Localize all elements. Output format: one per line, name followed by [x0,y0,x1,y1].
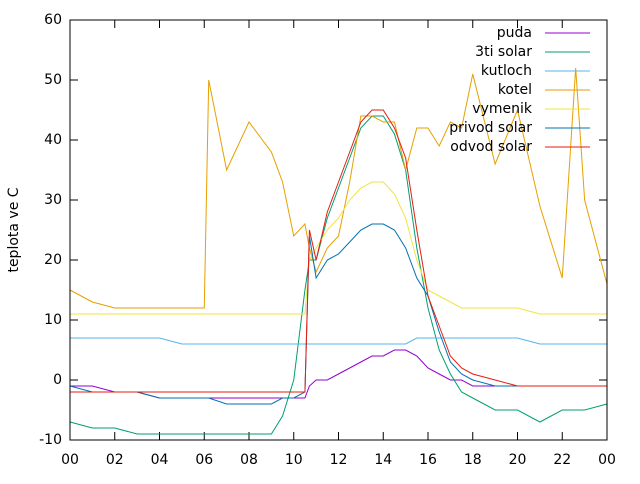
legend-label: privod solar [449,120,532,136]
x-tick-label: 16 [419,452,437,468]
y-tick-label: 50 [44,72,62,88]
x-tick-label: 12 [330,452,348,468]
series-line [70,109,607,393]
x-tick-label: 04 [151,452,169,468]
y-tick-label: 20 [44,252,62,268]
x-tick-label: 18 [464,452,482,468]
legend-label: vymenik [472,101,533,117]
x-tick-label: 00 [598,452,616,468]
y-tick-label: 10 [44,312,62,328]
legend-label: odvod solar [450,139,532,155]
y-tick-label: 40 [44,132,62,148]
x-tick-label: 10 [285,452,303,468]
x-tick-label: 08 [240,452,258,468]
x-tick-label: 02 [106,452,124,468]
x-tick-label: 22 [553,452,571,468]
y-tick-label: -10 [39,432,62,448]
x-tick-label: 20 [509,452,527,468]
series-line [70,337,607,345]
x-tick-label: 14 [374,452,392,468]
legend-label: 3ti solar [475,44,532,60]
series-line [70,181,607,315]
series-line [69,67,608,309]
y-axis-label: teplota ve C [6,187,22,272]
x-tick-label: 00 [61,452,79,468]
series-line [69,115,608,435]
y-tick-label: 60 [44,12,62,28]
y-tick-label: 0 [53,372,62,388]
plot-frame [69,19,608,441]
x-tick-label: 06 [195,452,213,468]
legend-label: puda [497,25,532,41]
legend-label: kutloch [481,63,532,79]
legend-label: kotel [498,82,532,98]
series-line [69,223,607,405]
y-tick-label: 30 [44,192,62,208]
